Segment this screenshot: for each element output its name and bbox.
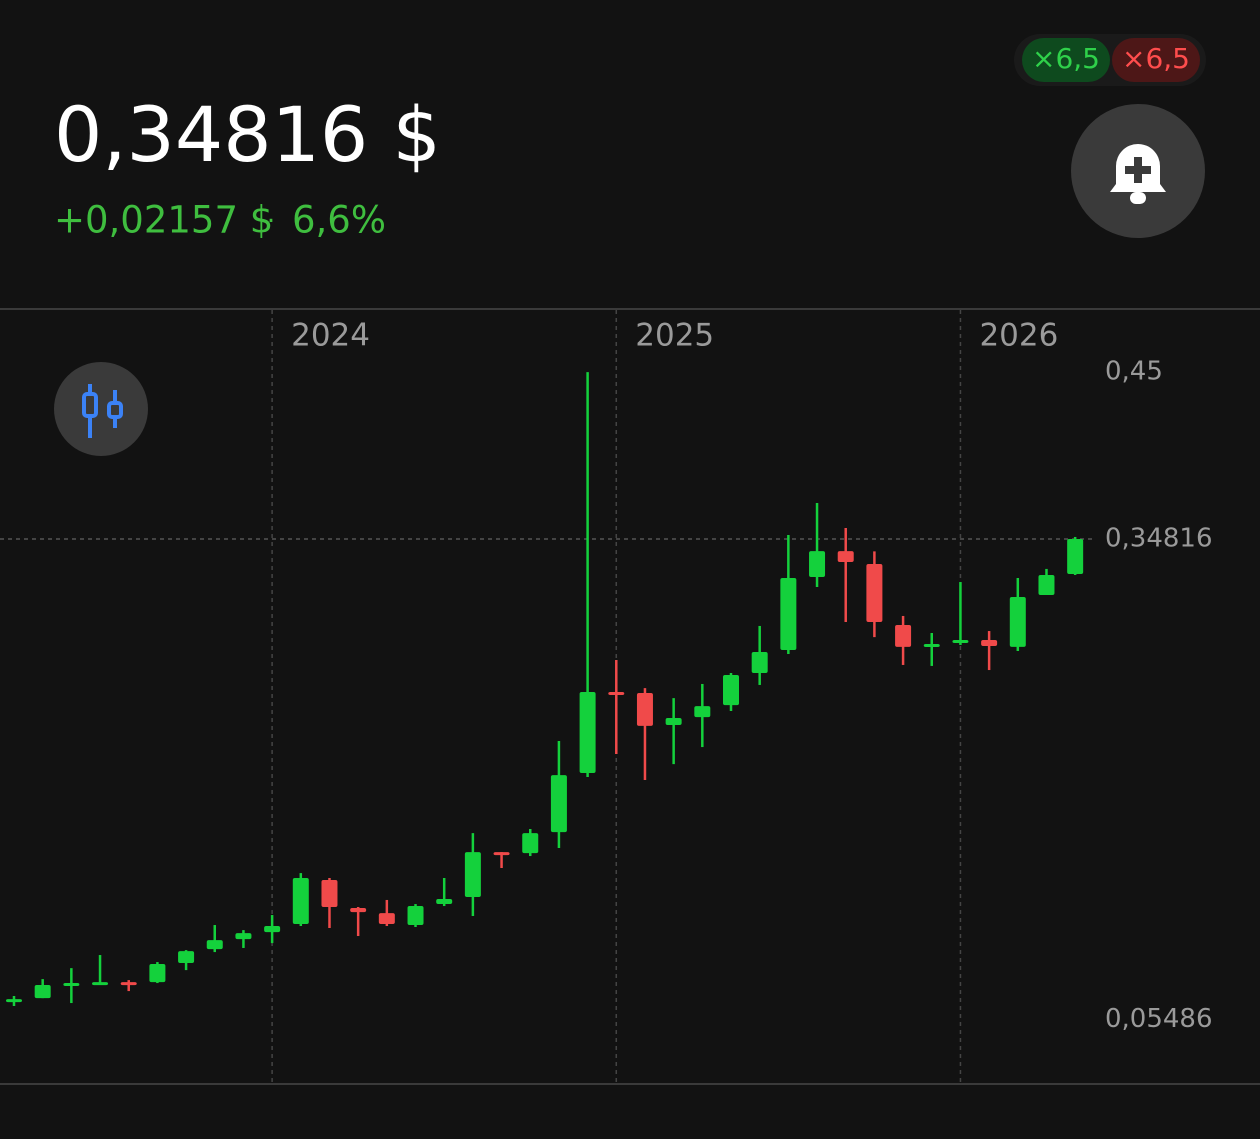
x-tick-label: 2025	[635, 318, 714, 354]
y-tick-label: 0,45	[1105, 357, 1163, 387]
candle-body	[464, 852, 481, 898]
candle-body	[1009, 596, 1026, 647]
leverage-badges[interactable]: ×6,5 ×6,5	[1014, 34, 1206, 86]
change: +0,02157 $	[54, 199, 273, 242]
candle-body	[866, 564, 883, 623]
candle-body	[350, 907, 367, 913]
candle-body	[837, 551, 854, 563]
candlestick-chart: 2024 2025 2026 0,45 0,34816 0,05486	[0, 310, 1213, 1084]
candle-body	[407, 906, 424, 926]
candle-body	[6, 999, 22, 1003]
bell-clapper	[1130, 192, 1146, 204]
candle-body	[149, 964, 166, 983]
candle-body	[923, 643, 940, 647]
candle-body	[1038, 574, 1055, 595]
candle-body	[550, 775, 567, 833]
candle-body	[436, 898, 453, 905]
alert-button[interactable]	[1071, 104, 1205, 238]
candle-body	[636, 692, 653, 726]
candle-body	[895, 624, 912, 647]
badge-short[interactable]	[1112, 38, 1200, 82]
candle-body	[264, 926, 281, 933]
candle-body	[493, 852, 510, 856]
candle-body	[723, 674, 739, 706]
candle-body	[780, 577, 797, 651]
candle-body	[120, 982, 137, 986]
leverage-short: ×6,5	[1122, 42, 1190, 75]
icon-body-1	[82, 392, 98, 418]
price: 0,34816 $	[54, 90, 441, 179]
candle-body	[92, 982, 109, 986]
candle-body	[292, 878, 309, 925]
candle-body	[178, 951, 195, 964]
candle-body	[608, 692, 625, 696]
candle-body	[694, 706, 711, 718]
candle-body	[952, 640, 969, 644]
candle-body	[751, 652, 768, 673]
chart-type-circle[interactable]	[54, 362, 148, 456]
x-tick-label: 2024	[291, 318, 370, 354]
y-tick-label: 0,05486	[1105, 1004, 1213, 1034]
candle-body	[1067, 539, 1084, 575]
candle-body	[665, 718, 682, 725]
icon-body-2	[107, 401, 123, 419]
chart-type-button[interactable]	[54, 362, 148, 456]
x-tick-label: 2026	[979, 318, 1058, 354]
plus-h	[1125, 166, 1151, 174]
change-percent: 6,6%	[292, 199, 386, 242]
candle-body	[34, 985, 51, 999]
y-tick-label: 0,34816	[1105, 524, 1213, 554]
candle-body	[522, 833, 539, 854]
badge-long[interactable]	[1022, 38, 1110, 82]
leverage-long: ×6,5	[1032, 42, 1100, 75]
candle-body	[981, 640, 998, 646]
candle-body	[63, 983, 80, 987]
separator: ·	[267, 207, 275, 237]
candle-body	[378, 913, 395, 925]
candle-body	[321, 879, 338, 908]
candle-body	[206, 940, 223, 950]
candle-body	[235, 933, 252, 940]
candle-body	[579, 692, 596, 773]
candle-body	[809, 551, 826, 577]
